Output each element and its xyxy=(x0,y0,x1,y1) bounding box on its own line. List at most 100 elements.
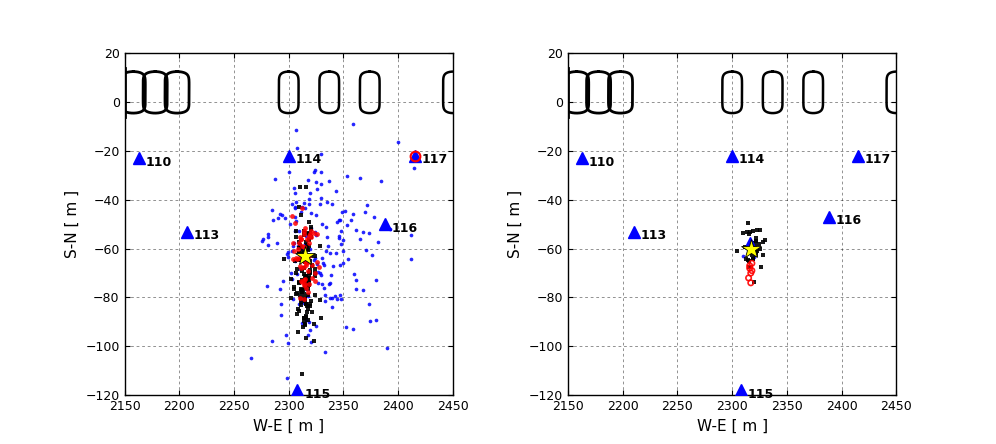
Point xyxy=(302,230,318,238)
Point xyxy=(743,279,759,286)
Point xyxy=(296,249,312,256)
Point xyxy=(297,255,313,262)
Point xyxy=(301,236,317,243)
Point xyxy=(288,227,304,234)
Point xyxy=(301,195,317,202)
Point xyxy=(297,294,313,301)
Point xyxy=(743,240,759,247)
Point xyxy=(286,248,302,255)
Point xyxy=(284,275,300,282)
Point xyxy=(299,241,315,248)
Point xyxy=(304,262,320,269)
Point xyxy=(300,303,316,310)
Text: 113: 113 xyxy=(193,229,219,242)
Point xyxy=(291,280,307,287)
Point xyxy=(307,270,323,277)
Point xyxy=(748,248,764,255)
Point xyxy=(747,243,763,250)
Point xyxy=(300,246,316,254)
Point xyxy=(301,258,317,266)
Point xyxy=(299,273,315,280)
Point xyxy=(325,262,341,269)
Point xyxy=(302,269,318,276)
Point xyxy=(307,168,323,175)
Point xyxy=(749,226,765,234)
Point xyxy=(309,323,325,330)
Point xyxy=(255,236,271,243)
Point xyxy=(379,345,395,352)
Text: 117: 117 xyxy=(421,153,447,166)
Point xyxy=(301,176,317,183)
Point xyxy=(288,254,304,261)
Point xyxy=(285,256,301,263)
Point xyxy=(304,262,320,269)
Point xyxy=(735,252,751,259)
Point xyxy=(309,186,325,193)
Point xyxy=(297,283,313,290)
Point xyxy=(294,319,310,326)
Point xyxy=(290,242,306,249)
Point xyxy=(365,251,380,258)
Point xyxy=(277,214,293,221)
Point xyxy=(293,235,309,242)
Point xyxy=(302,246,318,253)
Point xyxy=(306,338,322,345)
Point xyxy=(745,256,761,263)
Point xyxy=(299,230,315,237)
Point xyxy=(295,371,311,378)
Point xyxy=(744,238,760,245)
Point xyxy=(303,297,319,304)
Point xyxy=(289,310,305,317)
Point xyxy=(293,298,309,305)
Point xyxy=(297,276,313,283)
Point xyxy=(287,214,303,221)
Point xyxy=(355,286,371,293)
Point xyxy=(296,227,312,234)
Point xyxy=(314,271,330,278)
Point xyxy=(301,274,317,281)
Point xyxy=(298,225,314,232)
X-axis label: W-E [ m ]: W-E [ m ] xyxy=(253,419,325,434)
Point xyxy=(297,272,313,279)
Point xyxy=(302,243,318,250)
Point xyxy=(291,240,307,247)
Point xyxy=(298,183,314,190)
Point xyxy=(747,239,763,246)
Point xyxy=(332,216,348,223)
Point xyxy=(298,313,314,320)
Point xyxy=(272,285,288,293)
Point xyxy=(298,255,314,262)
Point xyxy=(308,265,324,272)
Point xyxy=(298,257,314,264)
Point xyxy=(295,286,311,293)
Point xyxy=(273,301,289,308)
Point xyxy=(285,239,301,246)
Point xyxy=(291,254,307,262)
Text: 116: 116 xyxy=(835,214,862,227)
Point xyxy=(301,276,317,283)
Point xyxy=(304,227,320,234)
Point xyxy=(308,211,324,218)
Point xyxy=(307,278,323,285)
Point xyxy=(280,340,296,347)
Point xyxy=(333,240,349,247)
Point xyxy=(297,295,313,302)
Point xyxy=(745,227,761,234)
Point xyxy=(284,201,300,208)
Point xyxy=(743,239,759,246)
Point xyxy=(741,274,757,281)
Point xyxy=(259,282,275,289)
Point xyxy=(322,294,338,301)
Point xyxy=(303,303,319,310)
Point xyxy=(745,244,761,251)
Point xyxy=(297,205,313,212)
Point xyxy=(287,257,303,264)
Text: 116: 116 xyxy=(391,222,417,234)
Point xyxy=(297,285,313,292)
Point xyxy=(313,181,329,188)
Point xyxy=(304,263,320,270)
Point xyxy=(308,292,324,299)
Point xyxy=(339,221,355,228)
Text: 113: 113 xyxy=(640,229,666,242)
Point xyxy=(285,242,301,250)
